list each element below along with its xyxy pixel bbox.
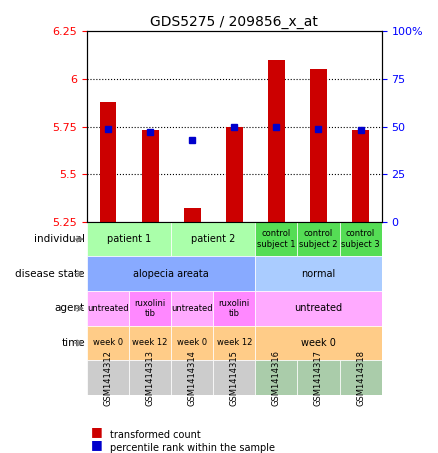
Text: patient 1: patient 1 [107,234,151,244]
FancyBboxPatch shape [339,222,381,256]
FancyBboxPatch shape [171,222,255,256]
Text: disease state: disease state [15,269,85,279]
FancyBboxPatch shape [297,360,339,395]
Text: week 12: week 12 [132,338,168,347]
Text: percentile rank within the sample: percentile rank within the sample [110,443,275,453]
Title: GDS5275 / 209856_x_at: GDS5275 / 209856_x_at [150,15,318,29]
Text: GSM1414314: GSM1414314 [188,350,197,405]
FancyBboxPatch shape [87,326,129,360]
FancyBboxPatch shape [87,222,171,256]
FancyBboxPatch shape [171,291,213,326]
FancyBboxPatch shape [213,360,255,395]
FancyBboxPatch shape [255,256,381,291]
Text: ruxolini
tib: ruxolini tib [219,299,250,318]
Text: GSM1414312: GSM1414312 [103,350,113,405]
FancyBboxPatch shape [87,256,255,291]
Text: alopecia areata: alopecia areata [133,269,209,279]
FancyBboxPatch shape [129,360,171,395]
FancyBboxPatch shape [87,291,129,326]
FancyBboxPatch shape [87,360,129,395]
Bar [310,69,327,222]
Text: control
subject 3: control subject 3 [341,229,380,249]
FancyBboxPatch shape [255,291,381,326]
Text: untreated: untreated [171,304,213,313]
Text: week 0: week 0 [301,338,336,348]
Bar [184,208,201,222]
Text: GSM1414317: GSM1414317 [314,350,323,405]
Text: ■: ■ [91,439,102,452]
Text: GSM1414313: GSM1414313 [145,350,155,405]
Bar [352,130,369,222]
Text: patient 2: patient 2 [191,234,235,244]
Text: normal: normal [301,269,336,279]
Text: control
subject 2: control subject 2 [299,229,338,249]
Text: GSM1414318: GSM1414318 [356,350,365,405]
FancyBboxPatch shape [213,291,255,326]
Text: control
subject 1: control subject 1 [257,229,296,249]
FancyBboxPatch shape [339,360,381,395]
Text: ■: ■ [91,425,102,438]
FancyBboxPatch shape [129,326,171,360]
FancyBboxPatch shape [255,222,297,256]
FancyBboxPatch shape [171,360,213,395]
FancyBboxPatch shape [171,326,213,360]
Text: GSM1414316: GSM1414316 [272,350,281,405]
Text: untreated: untreated [294,304,343,313]
Text: untreated: untreated [87,304,129,313]
Bar [141,130,159,222]
Text: week 0: week 0 [93,338,123,347]
Bar [99,102,117,222]
Text: GSM1414315: GSM1414315 [230,350,239,405]
FancyBboxPatch shape [213,326,255,360]
FancyBboxPatch shape [297,222,339,256]
Bar [268,60,285,222]
Text: transformed count: transformed count [110,430,200,440]
FancyBboxPatch shape [255,326,381,360]
Text: agent: agent [55,304,85,313]
Text: time: time [61,338,85,348]
Text: week 12: week 12 [217,338,252,347]
Text: ruxolini
tib: ruxolini tib [134,299,166,318]
Text: individual: individual [34,234,85,244]
Bar [226,126,243,222]
FancyBboxPatch shape [129,291,171,326]
Text: week 0: week 0 [177,338,207,347]
FancyBboxPatch shape [255,360,297,395]
